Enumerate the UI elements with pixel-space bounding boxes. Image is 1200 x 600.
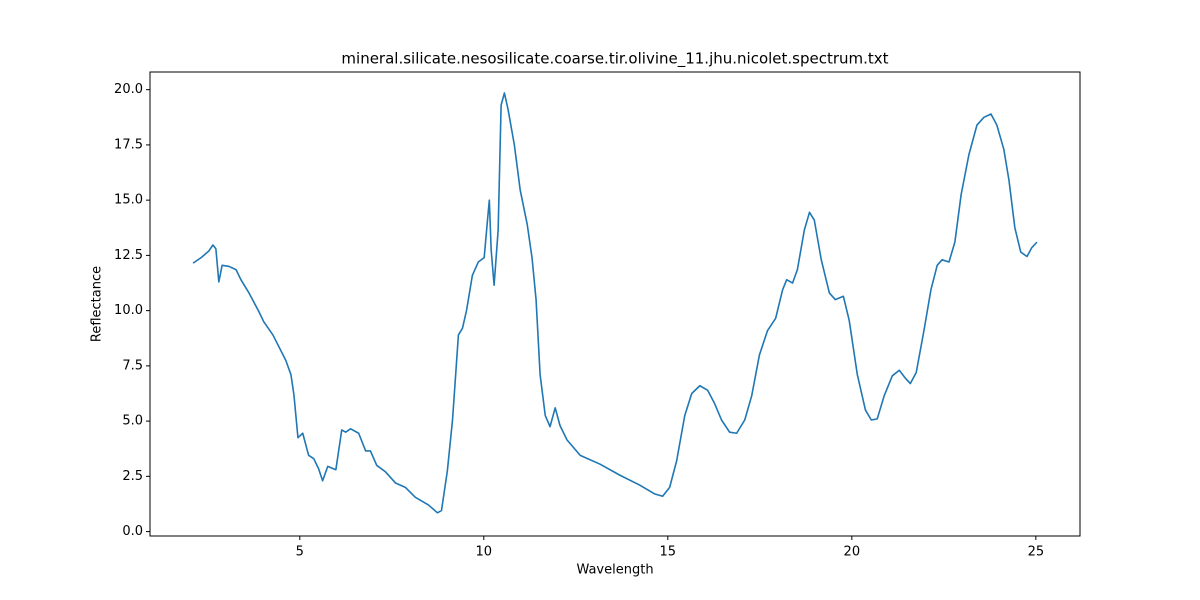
y-axis-label: Reflectance <box>90 266 105 342</box>
y-tick-label: 10.0 <box>114 303 143 318</box>
x-tick-label: 5 <box>296 545 304 560</box>
y-tick-label: 2.5 <box>122 469 143 484</box>
y-tick-label: 20.0 <box>114 82 143 97</box>
y-tick-label: 12.5 <box>114 248 143 263</box>
x-tick-label: 10 <box>476 545 493 560</box>
y-tick-label: 7.5 <box>122 358 143 373</box>
x-tick-label: 25 <box>1028 545 1045 560</box>
x-axis-label: Wavelength <box>576 563 653 578</box>
plot-frame <box>149 71 1081 537</box>
y-tick-label: 0.0 <box>122 524 143 539</box>
x-tick-label: 15 <box>660 545 677 560</box>
spectrum-line <box>192 92 1038 514</box>
y-tick-label: 5.0 <box>122 414 143 429</box>
chart-title: mineral.silicate.nesosilicate.coarse.tir… <box>341 50 888 69</box>
x-tick-label: 20 <box>844 545 861 560</box>
y-tick-label: 15.0 <box>114 193 143 208</box>
y-tick-label: 17.5 <box>114 137 143 152</box>
